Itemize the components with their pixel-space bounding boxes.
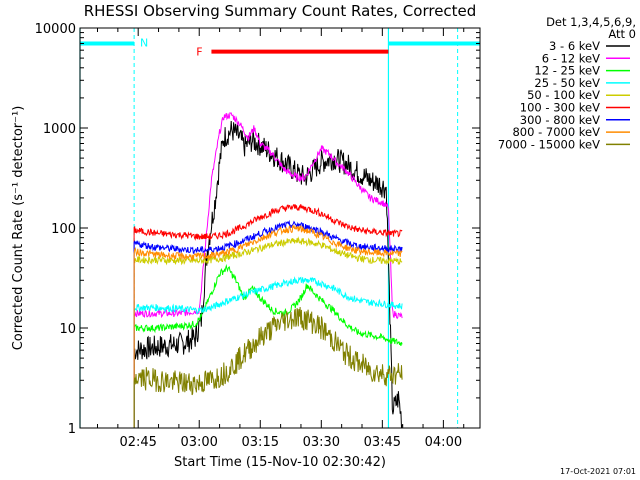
x-tick-label: 04:00: [425, 435, 462, 450]
legend-label: 7000 - 15000 keV: [498, 137, 600, 151]
series-line-100-300keV: [133, 204, 403, 428]
series-line-25-50keV: [133, 276, 403, 428]
x-tick-label: 03:30: [303, 435, 340, 450]
series-line-800-7000keV: [133, 224, 403, 428]
legend-label: 12 - 25 keV: [534, 64, 600, 78]
legend-label: 100 - 300 keV: [520, 101, 600, 115]
x-tick-label: 02:45: [119, 435, 156, 450]
legend-label: 25 - 50 keV: [534, 76, 600, 90]
chart-title: RHESSI Observing Summary Count Rates, Co…: [84, 2, 477, 20]
y-tick-label: 1000: [43, 122, 76, 137]
x-tick-label: 03:00: [180, 435, 217, 450]
legend-header-line1: Det 1,3,4,5,6,9,: [546, 15, 636, 29]
y-axis-label: Corrected Count Rate (s⁻¹ detector⁻¹): [11, 106, 26, 351]
legend-label: 3 - 6 keV: [549, 39, 600, 53]
legend-label: 50 - 100 keV: [527, 88, 600, 102]
flare-marker-label: F: [196, 46, 202, 59]
series-line-300-800keV: [133, 219, 403, 428]
y-tick-label: 100: [51, 222, 76, 237]
y-tick-label: 10: [59, 322, 76, 337]
y-tick-label: 10000: [35, 22, 76, 37]
legend-label: 800 - 7000 keV: [512, 125, 600, 139]
legend-header-line2: Att 0: [608, 27, 636, 41]
x-tick-label: 03:45: [364, 435, 401, 450]
legend-label: 6 - 12 keV: [542, 51, 600, 65]
series-line-7000-15000keV: [133, 306, 403, 428]
series-line-6-12keV: [133, 112, 403, 428]
x-tick-label: 03:15: [242, 435, 279, 450]
footer-date: 17-Oct-2021 07:01: [560, 467, 636, 476]
axes-layer: 1 10 100 1000 10000 02:45 03:00 03:15 03:30 03:45…: [35, 22, 481, 450]
series-layer: [133, 112, 403, 429]
series-line-12-25keV: [133, 263, 403, 428]
y-tick-label: 1: [68, 422, 76, 437]
series-line-50-100keV: [133, 236, 403, 428]
legend-label: 300 - 800 keV: [520, 113, 600, 127]
night-marker-label: N: [140, 36, 148, 49]
series-line-3-6keV: [133, 120, 403, 429]
x-axis-label: Start Time (15-Nov-10 02:30:42): [174, 455, 386, 470]
